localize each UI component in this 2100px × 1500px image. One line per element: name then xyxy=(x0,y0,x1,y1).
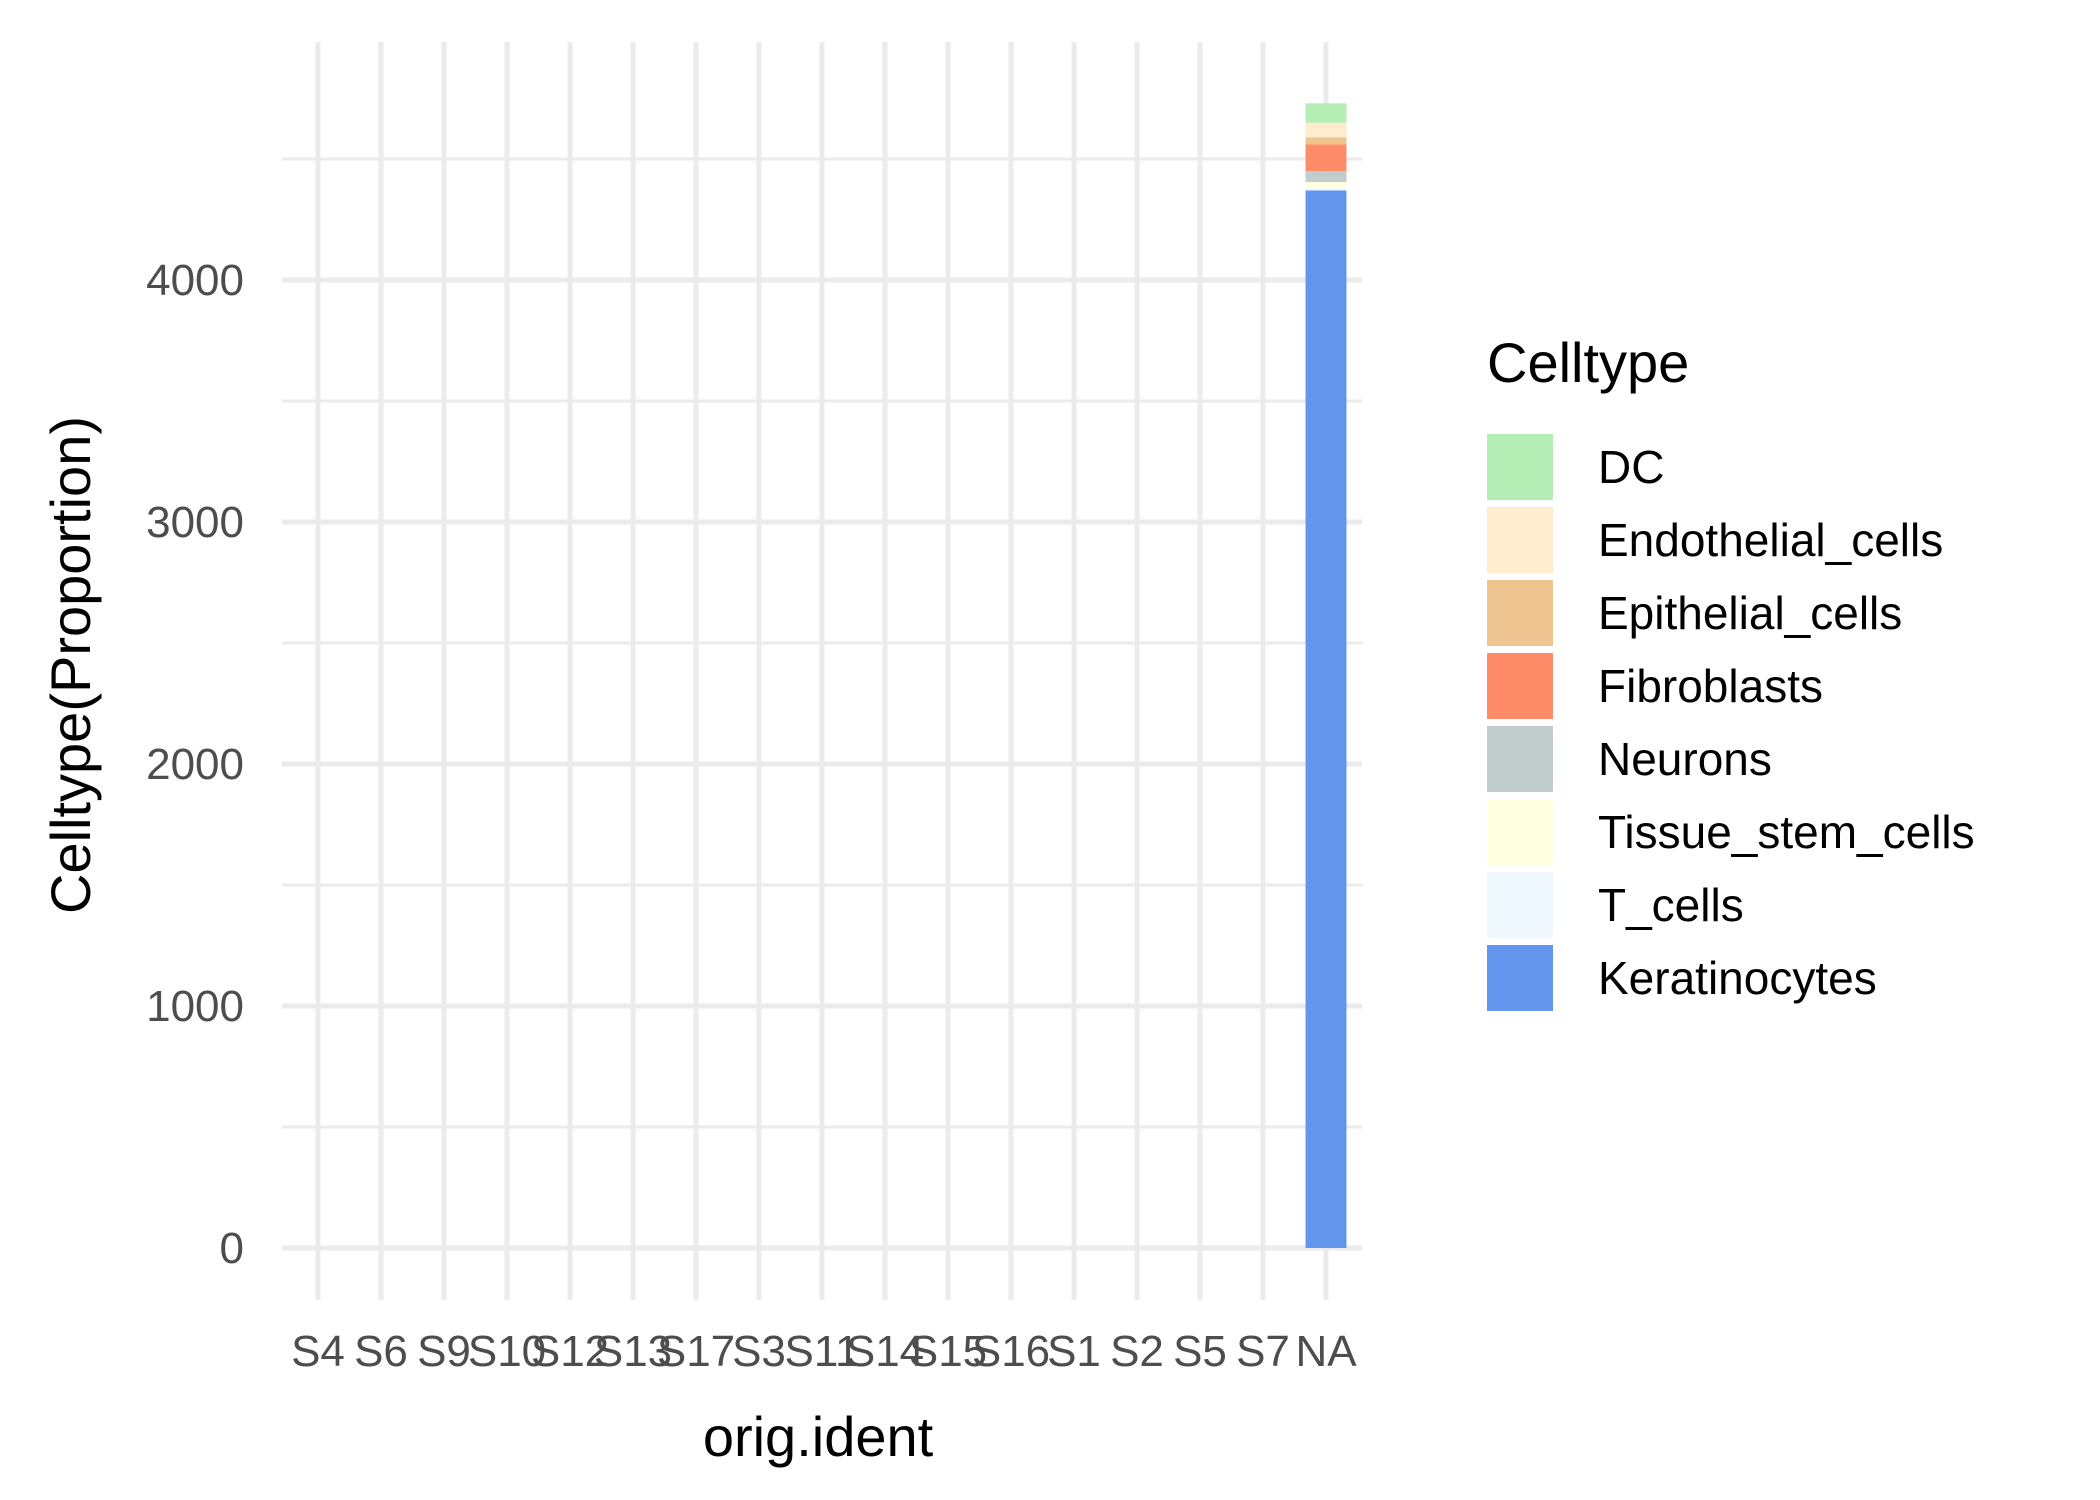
legend-swatch xyxy=(1487,434,1553,500)
legend-swatch xyxy=(1487,507,1553,573)
legend-title: Celltype xyxy=(1487,331,1689,394)
legend-swatch xyxy=(1487,799,1553,865)
legend-swatch xyxy=(1487,872,1553,938)
y-tick-label: 3000 xyxy=(146,498,244,547)
legend-items: DC Endothelial_cells Epithelial_cells Fibro… xyxy=(1487,434,1975,1011)
legend-label: Fibroblasts xyxy=(1598,660,1823,712)
x-tick-label: S15 xyxy=(909,1327,987,1376)
grid xyxy=(282,42,1362,1300)
bar-segment-endothelial-cells xyxy=(1305,122,1347,138)
x-tick-label: S6 xyxy=(354,1327,408,1376)
x-tick-label: S12 xyxy=(531,1327,609,1376)
legend: Celltype DC Endothelial_cells Epithelial_c… xyxy=(1487,331,1975,1011)
y-axis-ticks: 0 1000 2000 3000 4000 xyxy=(146,256,244,1273)
x-tick-label: S11 xyxy=(784,1327,859,1376)
bar-segment-fibroblasts xyxy=(1305,144,1347,172)
y-tick-label: 2000 xyxy=(146,740,244,789)
bar-segment-tissue-stem-cells xyxy=(1305,181,1347,189)
bar-segment-keratinocytes xyxy=(1305,190,1347,1249)
bar-segment-neurons xyxy=(1305,171,1347,182)
y-tick-label: 1000 xyxy=(146,982,244,1031)
legend-label: DC xyxy=(1598,441,1664,493)
x-tick-label: S3 xyxy=(732,1327,786,1376)
bar-segment-t-cells xyxy=(1305,188,1347,191)
x-tick-label: NA xyxy=(1295,1327,1357,1376)
x-tick-label: S1 xyxy=(1047,1327,1101,1376)
x-tick-label: S10 xyxy=(468,1327,546,1376)
bars xyxy=(1305,103,1347,1249)
bar-segment-epithelial-cells xyxy=(1305,137,1347,145)
bar-segment-dc xyxy=(1305,103,1347,123)
x-tick-label: S14 xyxy=(846,1327,924,1376)
legend-label: T_cells xyxy=(1598,879,1744,931)
legend-label: Tissue_stem_cells xyxy=(1598,806,1975,858)
legend-label: Endothelial_cells xyxy=(1598,514,1943,566)
x-tick-label: S16 xyxy=(972,1327,1050,1376)
y-tick-label: 4000 xyxy=(146,256,244,305)
x-axis-title: orig.ident xyxy=(703,1405,934,1468)
legend-swatch xyxy=(1487,726,1553,792)
y-axis-title: Celltype(Proportion) xyxy=(39,416,102,914)
x-tick-label: S2 xyxy=(1110,1327,1164,1376)
legend-swatch xyxy=(1487,580,1553,646)
legend-label: Neurons xyxy=(1598,733,1772,785)
legend-label: Epithelial_cells xyxy=(1598,587,1902,639)
x-tick-label: S17 xyxy=(657,1327,735,1376)
legend-swatch xyxy=(1487,653,1553,719)
x-tick-label: S4 xyxy=(291,1327,345,1376)
x-tick-label: S5 xyxy=(1173,1327,1227,1376)
x-tick-label: S13 xyxy=(594,1327,672,1376)
legend-swatch xyxy=(1487,945,1553,1011)
x-tick-label: S7 xyxy=(1236,1327,1290,1376)
x-tick-label: S9 xyxy=(417,1327,471,1376)
y-tick-label: 0 xyxy=(220,1224,244,1273)
legend-label: Keratinocytes xyxy=(1598,952,1877,1004)
